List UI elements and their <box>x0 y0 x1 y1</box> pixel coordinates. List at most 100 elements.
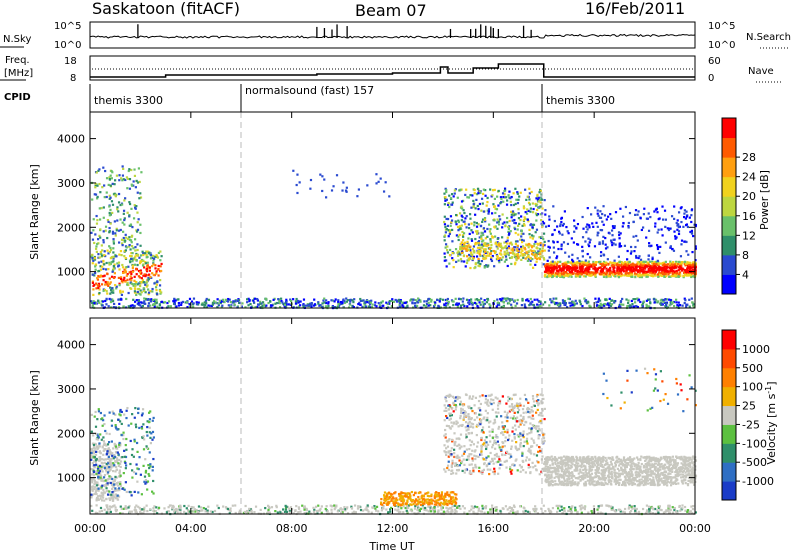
heatmap-cell <box>114 194 117 197</box>
heatmap-cell <box>399 300 403 303</box>
heatmap-cell <box>93 257 96 260</box>
heatmap-cell <box>413 507 417 510</box>
heatmap-cell <box>111 457 114 460</box>
heatmap-cell <box>146 264 149 267</box>
heatmap-cell <box>102 267 105 271</box>
heatmap-cell <box>362 305 365 308</box>
heatmap-cell <box>583 508 586 511</box>
heatmap-cell <box>119 203 122 207</box>
heatmap-cell <box>179 508 182 511</box>
heatmap-cell <box>461 230 464 234</box>
heatmap-cell <box>661 264 665 267</box>
heatmap-cell <box>587 511 590 514</box>
heatmap-cell <box>610 217 613 220</box>
heatmap-cell <box>206 509 209 512</box>
heatmap-cell <box>141 412 144 415</box>
heatmap-cell <box>507 194 510 197</box>
heatmap-cell <box>288 509 291 512</box>
heatmap-cell <box>445 217 448 221</box>
heatmap-cell <box>541 512 545 515</box>
heatmap-cell <box>441 506 444 509</box>
heatmap-cell <box>91 447 94 451</box>
heatmap-cell <box>121 165 124 168</box>
heatmap-cell <box>448 231 452 234</box>
heatmap-cell <box>582 506 585 509</box>
heatmap-cell <box>185 507 188 510</box>
heatmap-cell <box>641 507 645 511</box>
heatmap-cell <box>623 511 627 514</box>
heatmap-cell <box>108 214 111 217</box>
heatmap-cell <box>146 250 149 253</box>
heatmap-cell <box>323 178 326 181</box>
heatmap-cell <box>441 298 445 301</box>
heatmap-cell <box>138 506 141 510</box>
heatmap-cell <box>505 252 508 255</box>
heatmap-cell <box>532 253 535 257</box>
heatmap-cell <box>613 300 616 303</box>
heatmap-cell <box>136 290 139 294</box>
heatmap-cell <box>135 205 138 208</box>
heatmap-cell <box>585 300 588 304</box>
heatmap-cell <box>186 508 190 512</box>
heatmap-cell <box>103 254 106 257</box>
heatmap-cell <box>266 511 269 514</box>
heatmap-cell <box>657 262 660 265</box>
heatmap-cell <box>115 468 118 471</box>
heatmap-cell <box>122 278 125 281</box>
heatmap-cell <box>111 482 114 485</box>
heatmap-cell <box>132 471 136 474</box>
heatmap-cell <box>179 511 182 514</box>
heatmap-cell <box>121 244 124 247</box>
heatmap-cell <box>109 262 112 266</box>
heatmap-cell <box>109 288 113 292</box>
heatmap-cell <box>522 232 525 235</box>
heatmap-cell <box>108 297 111 301</box>
heatmap-cell <box>134 511 137 514</box>
heatmap-cell <box>95 250 98 253</box>
heatmap-cell <box>560 245 563 248</box>
heatmap-cell <box>501 222 504 225</box>
heatmap-cell <box>125 176 129 179</box>
heatmap-cell <box>272 298 275 301</box>
heatmap-cell <box>217 506 220 510</box>
heatmap-cell <box>312 506 315 509</box>
freq-unit: [MHz] <box>4 68 33 79</box>
heatmap-cell <box>503 250 506 253</box>
heatmap-cell <box>676 304 679 307</box>
heatmap-cell <box>481 504 484 507</box>
heatmap-cell <box>124 257 127 260</box>
heatmap-cell <box>93 241 96 245</box>
heatmap-cell <box>97 253 100 256</box>
heatmap-cell <box>507 227 510 231</box>
heatmap-cell <box>541 303 545 306</box>
heatmap-cell <box>148 269 152 272</box>
heatmap-cell <box>127 169 130 173</box>
heatmap-cell <box>108 261 111 264</box>
heatmap-cell <box>116 428 119 431</box>
heatmap-cell <box>624 274 627 277</box>
heatmap-cell <box>253 297 257 300</box>
heatmap-cell <box>557 304 560 307</box>
heatmap-cell <box>244 504 247 508</box>
heatmap-cell <box>532 509 536 512</box>
heatmap-cell <box>143 266 146 269</box>
heatmap-cell <box>586 264 589 267</box>
heatmap-cell <box>454 303 458 306</box>
heatmap-cell <box>466 241 469 245</box>
heatmap-cell <box>449 248 452 252</box>
heatmap-cell <box>128 238 131 242</box>
heatmap-cell <box>609 261 612 264</box>
heatmap-cell <box>684 264 687 267</box>
heatmap-cell <box>143 506 146 509</box>
heatmap-cell <box>443 256 447 259</box>
heatmap-cell <box>602 264 605 267</box>
heatmap-cell <box>627 224 630 228</box>
heatmap-cell <box>526 208 529 211</box>
heatmap-cell <box>283 510 287 513</box>
heatmap-cell <box>532 245 536 248</box>
heatmap-cell <box>687 270 690 273</box>
heatmap-cell <box>96 195 99 199</box>
heatmap-cell <box>129 462 132 466</box>
heatmap-cell <box>150 432 153 435</box>
